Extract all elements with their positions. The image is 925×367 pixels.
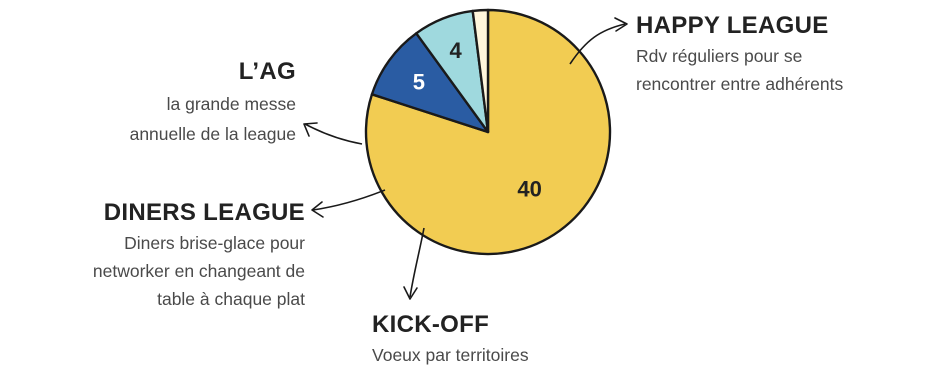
happy-league-desc-line-2: rencontrer entre adhérents xyxy=(636,74,844,94)
annotation-arrows xyxy=(303,17,628,300)
arrow-diners-league xyxy=(311,189,386,218)
arrow-happy-league xyxy=(569,17,628,65)
annotation-ag: L’AG la grande messe annuelle de la leag… xyxy=(0,58,296,146)
happy-league-desc-line-1: Rdv réguliers pour se xyxy=(636,46,803,66)
pie-value-label: 4 xyxy=(450,38,463,63)
pie-slice-l-ag xyxy=(471,8,490,134)
happy-league-title: HAPPY LEAGUE xyxy=(636,12,829,39)
kick-off-title: KICK-OFF xyxy=(372,311,490,338)
ag-title: L’AG xyxy=(238,58,296,85)
ag-desc-line-2: annuelle de la league xyxy=(129,124,296,144)
pie-slice-kick-off xyxy=(370,32,490,134)
arrow-kick-off xyxy=(403,227,425,300)
annotation-diners-league: DINERS LEAGUE Diners brise-glace pour ne… xyxy=(0,199,305,311)
diners-league-title: DINERS LEAGUE xyxy=(103,199,305,226)
annotation-kick-off: KICK-OFF Voeux par territoires xyxy=(372,311,529,367)
pie-value-label: 40 xyxy=(517,177,541,202)
pie-value-label: 5 xyxy=(413,69,425,94)
diners-league-desc-line-1: Diners brise-glace pour xyxy=(124,233,305,253)
pie-slices xyxy=(364,8,612,256)
ag-desc-line-1: la grande messe xyxy=(166,94,296,114)
kick-off-desc-line-1: Voeux par territoires xyxy=(372,345,529,365)
diners-league-desc-line-3: table à chaque plat xyxy=(157,289,305,309)
annotation-happy-league: HAPPY LEAGUE Rdv réguliers pour se renco… xyxy=(636,12,843,96)
diners-league-desc-line-2: networker en changeant de xyxy=(92,261,305,281)
pie-value-labels: 40 54 xyxy=(413,38,542,202)
arrow-ag xyxy=(303,122,363,145)
